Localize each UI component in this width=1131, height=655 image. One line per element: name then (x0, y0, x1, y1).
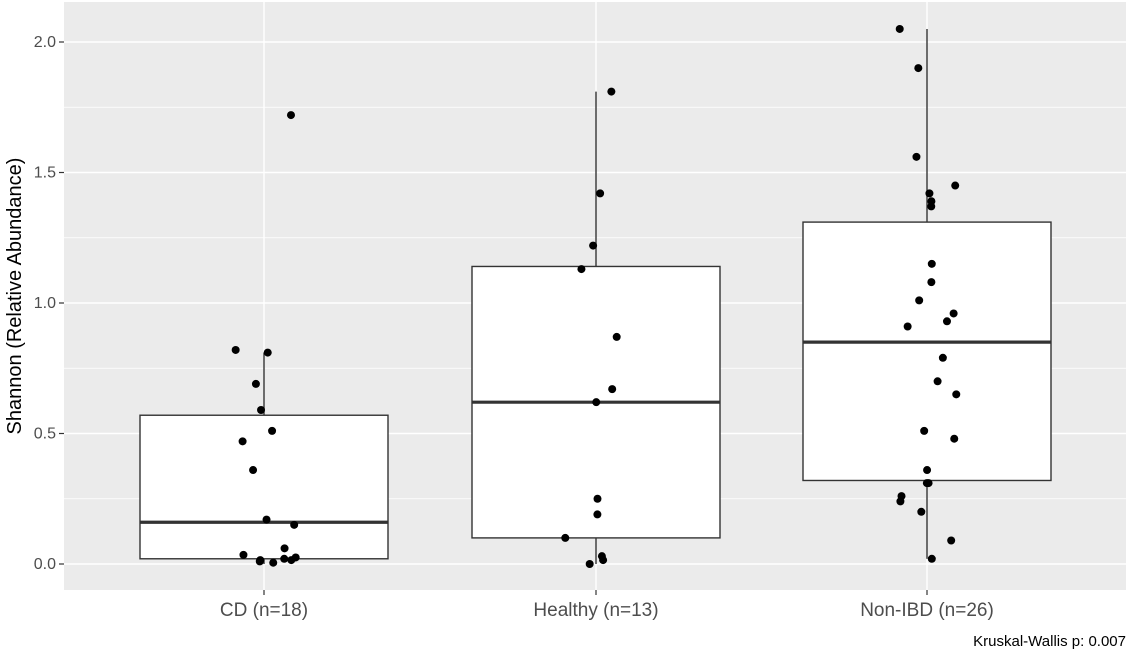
y-axis-title: Shannon (Relative Abundance) (4, 158, 26, 435)
data-point (942, 317, 951, 326)
iqr-box (139, 414, 389, 560)
data-point (255, 557, 264, 566)
data-point (925, 189, 934, 198)
x-tick-label: Healthy (n=13) (533, 600, 658, 621)
data-point (286, 111, 295, 120)
data-point (287, 556, 296, 565)
x-axis-ticks: CD (n=18) Healthy (n=13) Non-IBD (n=26) (220, 590, 994, 621)
data-point (612, 332, 621, 341)
box-2 (802, 28, 1052, 559)
data-point (920, 426, 929, 435)
data-point (280, 554, 289, 563)
data-point (262, 515, 271, 524)
data-point (952, 390, 961, 399)
data-point (585, 560, 594, 568)
x-tick-label: CD (n=18) (220, 600, 308, 621)
data-point (599, 556, 608, 565)
data-point (923, 466, 932, 475)
data-point (251, 379, 260, 388)
y-tick-label: 1.5 (34, 165, 56, 182)
y-axis-ticks: 0.0 0.5 1.0 1.5 2.0 (34, 34, 64, 573)
data-point (593, 510, 602, 519)
data-point (231, 345, 240, 354)
data-point (927, 554, 936, 563)
data-point (927, 259, 936, 268)
data-point (933, 377, 942, 386)
data-point (915, 296, 924, 305)
data-point (951, 181, 960, 190)
data-point (596, 189, 605, 198)
data-point (938, 353, 947, 362)
data-point (592, 398, 601, 407)
data-point (895, 24, 904, 33)
data-point (896, 497, 905, 506)
data-point (950, 434, 959, 443)
y-tick-label: 2.0 (34, 34, 56, 51)
data-point (608, 385, 617, 394)
data-point (561, 533, 570, 542)
data-point (947, 536, 956, 545)
data-point (917, 507, 926, 516)
data-point (914, 64, 923, 73)
data-point (280, 544, 289, 553)
data-point (238, 437, 247, 446)
data-point (927, 278, 936, 287)
y-tick-label: 0.0 (34, 556, 56, 573)
data-points (231, 24, 961, 568)
x-tick-label: Non-IBD (n=26) (860, 600, 994, 621)
data-point (257, 406, 266, 415)
data-point (577, 265, 586, 274)
data-point (589, 241, 598, 250)
iqr-box (802, 221, 1052, 482)
data-point (949, 309, 958, 318)
data-point (912, 152, 921, 161)
data-point (927, 202, 936, 211)
data-point (607, 87, 616, 96)
stat-caption: Kruskal-Wallis p: 0.007 (973, 633, 1126, 650)
y-tick-label: 0.5 (34, 426, 56, 443)
y-tick-label: 1.0 (34, 295, 56, 312)
data-point (290, 520, 299, 529)
data-point (268, 426, 277, 435)
data-point (249, 466, 258, 475)
data-point (903, 322, 912, 331)
data-point (593, 494, 602, 503)
boxes (139, 28, 1052, 564)
box-1 (471, 91, 721, 564)
data-point (239, 550, 248, 559)
data-point (922, 479, 931, 488)
data-point (269, 558, 278, 567)
data-point (263, 348, 272, 357)
